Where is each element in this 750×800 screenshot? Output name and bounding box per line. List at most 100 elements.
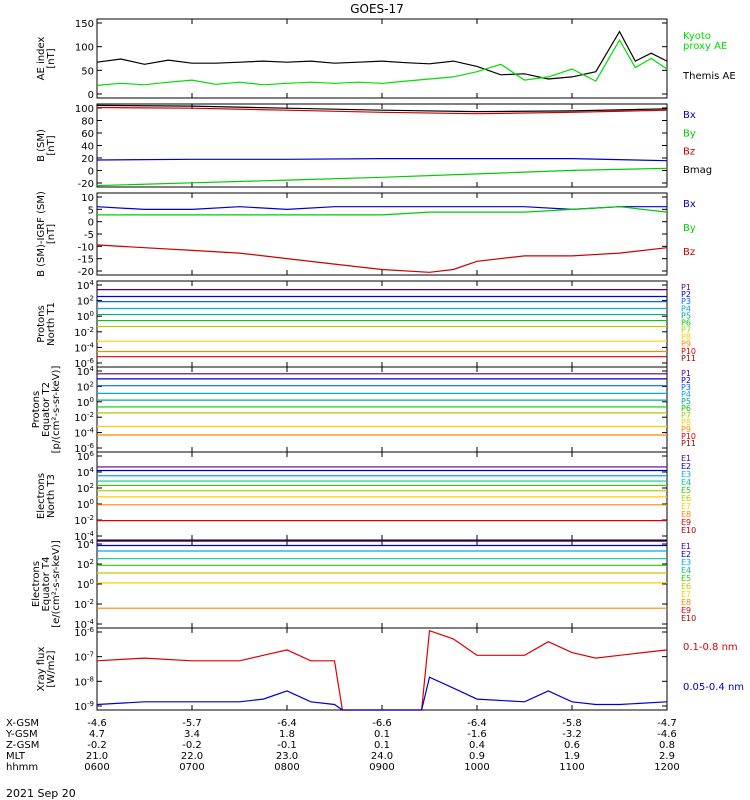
y-tick-label: 104 (77, 279, 95, 292)
panel-frame (96, 280, 668, 368)
channel-label: E1 (681, 454, 691, 463)
y-axis-label: [p/(cm²-s-sr-keV)] (51, 366, 62, 454)
y-tick-label: 106 (77, 450, 95, 463)
channel-label: P11 (681, 354, 696, 363)
legend-entry: proxy AE (683, 41, 727, 52)
row-value: 0.6 (564, 740, 580, 751)
y-tick-label: 10-2 (74, 411, 94, 424)
y-tick-label: -20 (78, 267, 94, 278)
y-tick-label: 102 (77, 558, 94, 571)
legend-entry: By (683, 223, 696, 234)
row-value: -4.7 (657, 718, 677, 729)
y-tick-label: -10 (78, 242, 94, 253)
y-axis-label: Xray flux (36, 647, 47, 692)
y-axis-label: [nT] (46, 48, 57, 68)
y-axis-label: [e/(cm²-s-sr-keV)] (51, 540, 62, 628)
y-tick-label: 100 (77, 498, 94, 511)
y-tick-label: 10-6 (74, 626, 94, 639)
channel-label: P5 (681, 397, 691, 406)
row-label: Y-GSM (5, 729, 38, 740)
series-line (96, 676, 668, 711)
row-value: -6.4 (467, 718, 487, 729)
panel-frame (96, 366, 668, 453)
row-value: 0.1 (374, 729, 390, 740)
y-axis-label: [nT] (46, 224, 57, 244)
row-value: 1200 (654, 762, 679, 773)
row-value: -0.2 (182, 740, 202, 751)
series-line (96, 104, 668, 113)
y-tick-label: 150 (75, 19, 94, 30)
row-label: hhmm (6, 762, 38, 773)
panel-bigrf: 105 0-5-10 -15-20 B (SM)-IGRF (SM) [nT] Bx By B… (36, 191, 696, 278)
row-value: 24.0 (371, 751, 393, 762)
y-tick-label: -5 (84, 230, 94, 241)
channel-label: E2 (681, 550, 691, 559)
y-tick-label: 10-9 (74, 700, 94, 713)
channel-label: P3 (681, 297, 691, 306)
row-value: -5.7 (182, 718, 202, 729)
y-tick-label: 100 (75, 43, 94, 54)
channel-label: P7 (681, 411, 691, 420)
y-axis-label: B (SM)-IGRF (SM) (36, 191, 47, 277)
y-axis-label: [W/m2] (46, 650, 57, 687)
channel-label: E2 (681, 462, 691, 471)
y-tick-label: 100 (77, 578, 94, 591)
y-tick-label: 10-2 (74, 514, 94, 527)
channel-label: P10 (681, 432, 696, 441)
channel-label: P9 (681, 340, 691, 349)
y-tick-label: 104 (77, 538, 95, 551)
row-value: -6.4 (277, 718, 297, 729)
row-value: 0700 (179, 762, 204, 773)
row-value: 21.0 (86, 751, 108, 762)
row-value: 1.9 (564, 751, 580, 762)
panel-xray: 10-6 10-7 10-8 10-9 Xray flux [W/m2] 0.1-0.8 n… (36, 626, 744, 713)
row-value: 3.4 (184, 729, 200, 740)
channel-label: P7 (681, 326, 691, 335)
row-label: MLT (6, 751, 26, 762)
y-tick-label: 0 (88, 218, 94, 229)
panel-frame (96, 103, 668, 188)
y-tick-label: 60 (81, 129, 94, 140)
legend-entry: Bx (683, 199, 696, 210)
y-axis-label: Electrons (31, 561, 42, 607)
y-tick-label: 10-2 (74, 598, 94, 611)
series-line (96, 206, 667, 211)
y-axis-label: [nT] (46, 135, 57, 155)
row-value: -4.6 (657, 729, 677, 740)
channel-label: E4 (681, 566, 691, 575)
row-value: 1100 (559, 762, 584, 773)
channel-label: E6 (681, 582, 691, 591)
y-tick-label: 104 (77, 466, 95, 479)
y-tick-label: 104 (77, 365, 95, 378)
row-value: 0600 (84, 762, 109, 773)
y-axis-label: Electrons (36, 473, 47, 519)
channel-label: E3 (681, 558, 691, 567)
series-line (96, 106, 668, 115)
legend-entry: Themis AE (682, 71, 736, 82)
y-tick-label: 10-2 (74, 326, 94, 339)
channel-label: E3 (681, 470, 691, 479)
y-tick-label: 80 (81, 117, 94, 128)
plot-title: GOES-17 (350, 2, 404, 16)
y-tick-label: 100 (77, 396, 94, 409)
series-line (96, 158, 668, 162)
y-axis-label: Protons (31, 391, 42, 428)
row-value: 4.7 (89, 729, 105, 740)
channel-label: E9 (681, 606, 691, 615)
y-axis-label: Equator T4 (41, 557, 52, 612)
row-value: -4.6 (87, 718, 107, 729)
row-value: -3.2 (562, 729, 582, 740)
channel-label: P9 (681, 425, 691, 434)
channel-label: P2 (681, 376, 691, 385)
channel-label: P3 (681, 383, 691, 392)
y-tick-label: 0 (88, 167, 94, 178)
legend-entry: By (683, 128, 696, 139)
row-value: 23.0 (276, 751, 298, 762)
row-label: Z-GSM (6, 740, 39, 751)
series-line (96, 30, 668, 80)
channel-label: E4 (681, 478, 691, 487)
